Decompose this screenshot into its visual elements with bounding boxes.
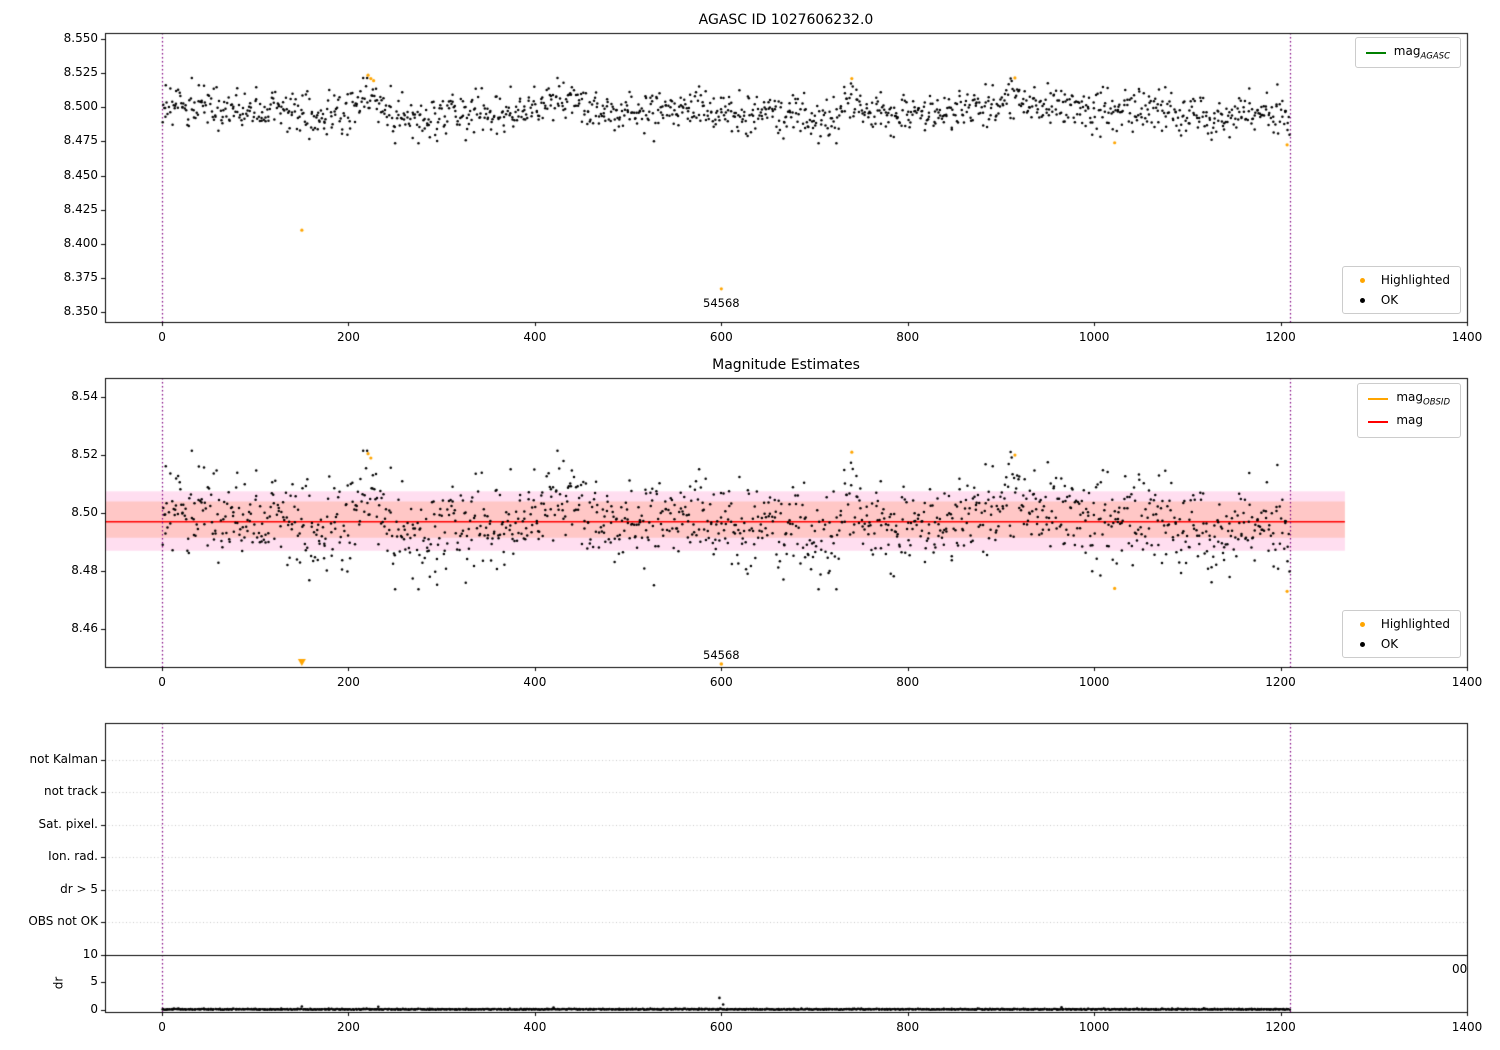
legend-item: mag [1368,413,1450,430]
flag-category-label: not track [43,784,98,799]
legend-item: magAGASC [1365,44,1450,62]
y-tick-label: 8.50 [71,505,98,520]
x-tick-label: 0 [158,1020,166,1034]
dr-tick-label: 0 [90,1002,98,1017]
x-tick-label: 200 [337,1020,360,1034]
plot2-title: Magnitude Estimates [712,357,860,373]
y-tick-label: 8.475 [63,133,98,148]
x-tick-label: 600 [709,675,733,689]
y-tick-label: 8.425 [63,201,98,216]
x-tick-label: 1400 [1451,1020,1483,1034]
legend-highlighted-ok-plot1: Highlighted OK [1341,266,1461,314]
x-tick-label: 600 [709,330,733,344]
y-tick-label: 8.400 [63,235,98,250]
flag-category-label: dr > 5 [60,881,98,896]
x-tick-label: 200 [337,330,360,344]
x-tick-label: 1400 [1451,330,1483,344]
legend-label: Highlighted [1380,273,1450,287]
y-tick-label: 8.550 [63,31,98,45]
green-line-swatch [1365,51,1386,54]
y-tick-label: 8.350 [63,304,98,319]
y-tick-label: 8.54 [71,389,98,404]
clipped-tick-label: 00 [1452,962,1468,976]
legend-label: OK [1380,293,1399,307]
legend-label: magOBSID [1396,390,1450,408]
y-tick-label: 8.450 [63,167,98,182]
flag-category-label: Ion. rad. [48,849,98,864]
legend-mag-agasc: magAGASC [1354,37,1461,69]
y-tick-label: 8.52 [71,447,98,462]
legend-label: magAGASC [1393,44,1450,62]
x-tick-label: 1000 [1078,330,1110,344]
x-tick-label: 400 [523,675,547,689]
legend-mag-obsid: magOBSID mag [1357,383,1461,438]
x-tick-label: 1000 [1078,1020,1110,1034]
legend-item: Highlighted [1353,617,1450,631]
legend-label: OK [1380,637,1399,651]
orange-dot-swatch [1353,277,1373,283]
flag-category-label: not Kalman [29,752,98,766]
x-tick-label: 1200 [1265,675,1296,689]
orange-dot-swatch [1353,621,1373,627]
dr-tick-label: 10 [82,946,98,961]
plot1-title: AGASC ID 1027606232.0 [698,12,874,28]
x-tick-label: 800 [896,675,920,689]
annotation-obsid-plot1: 54568 [703,296,740,311]
red-line-swatch [1368,421,1389,424]
x-tick-label: 1200 [1265,330,1296,344]
x-tick-label: 1200 [1265,1020,1296,1034]
legend-label: mag [1396,413,1424,428]
x-tick-label: 400 [523,330,547,344]
annotation-obsid-plot2: 54568 [703,647,740,662]
orange-line-swatch [1368,397,1389,400]
black-dot-swatch [1353,297,1373,303]
x-tick-label: 1400 [1451,675,1483,689]
legend-label: Highlighted [1380,617,1450,631]
y-tick-label: 8.375 [63,269,98,284]
y-tick-label: 8.500 [63,99,98,114]
x-tick-label: 800 [896,1020,920,1034]
x-tick-label: 600 [709,1020,733,1034]
black-dot-swatch [1353,641,1373,647]
y-tick-label: 8.48 [71,563,98,578]
y-tick-label: 8.525 [63,65,98,80]
x-tick-label: 0 [158,330,166,344]
legend-highlighted-ok-plot2: Highlighted OK [1341,610,1461,658]
flag-category-label: Sat. pixel. [38,816,98,831]
legend-item: magOBSID [1368,390,1450,407]
x-tick-label: 400 [523,1020,547,1034]
flag-category-label: OBS not OK [28,914,98,928]
x-tick-label: 1000 [1078,675,1110,689]
legend-item: OK [1353,637,1450,651]
x-tick-label: 800 [896,330,920,344]
legend-item: OK [1353,293,1450,307]
dr-tick-label: 5 [90,974,98,989]
x-tick-label: 200 [337,675,360,689]
x-tick-label: 0 [158,675,166,689]
y-tick-label: 8.46 [71,621,98,636]
legend-item: Highlighted [1353,273,1450,287]
